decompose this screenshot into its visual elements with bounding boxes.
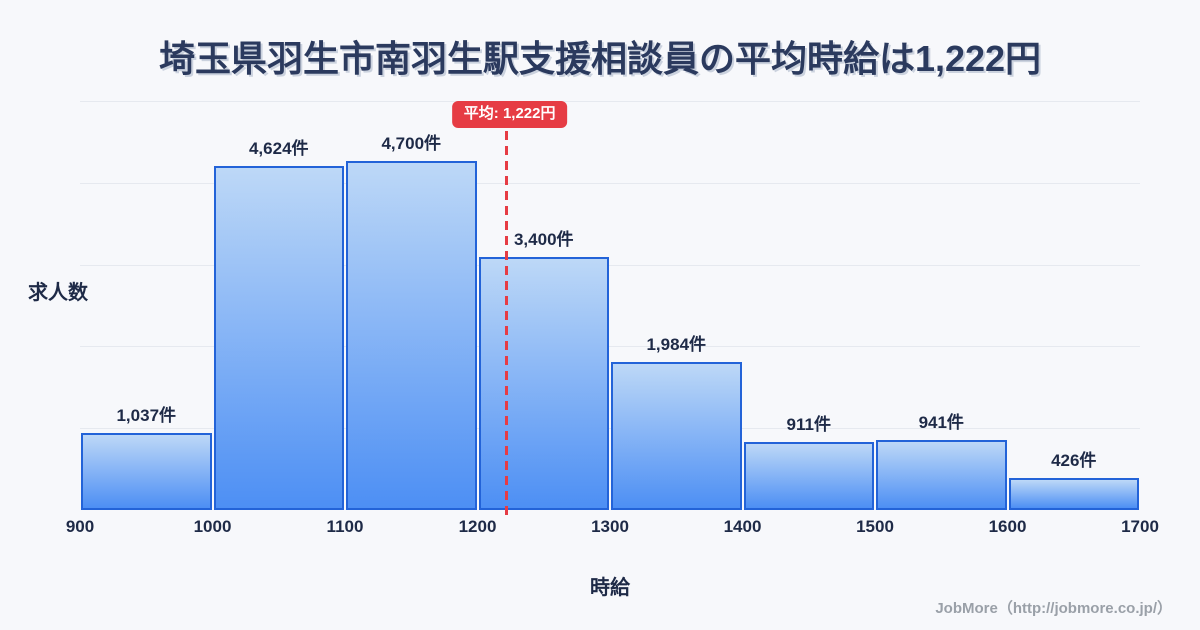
histogram-bar (213, 166, 344, 510)
mean-dashed-line (505, 131, 509, 518)
bar-value-label: 941件 (918, 413, 964, 433)
x-tick-label: 1700 (1121, 517, 1159, 536)
gridline (80, 346, 1140, 348)
bar-value-label: 3,400件 (513, 230, 574, 250)
y-axis-label: 求人数 (28, 282, 88, 304)
histogram-bar (478, 257, 609, 510)
x-tick-label: 1100 (326, 517, 364, 536)
x-tick-label: 1000 (193, 517, 232, 536)
x-tick-label: 900 (65, 517, 95, 536)
histogram-bar (611, 362, 742, 510)
x-tick-label: 1600 (988, 517, 1027, 536)
mean-value-badge: 平均: 1,222円 (451, 101, 568, 128)
gridline (80, 182, 1140, 184)
histogram-bar (81, 432, 212, 510)
histogram-bar (876, 440, 1007, 510)
gridline (80, 428, 1140, 430)
gridline (80, 101, 1140, 102)
x-tick-label: 1400 (723, 517, 762, 536)
x-tick-label: 1300 (591, 517, 629, 536)
histogram-bar (743, 442, 874, 510)
plot-area: 平均: 1,222円 1,037件 4,624件 4,700件 3,400件 1,984… (66, 101, 1159, 535)
x-tick-label: 1200 (458, 517, 497, 536)
histogram-bar (1008, 478, 1139, 510)
histogram-bar (346, 160, 477, 510)
gridline (80, 264, 1140, 266)
x-tick-label: 1500 (856, 517, 894, 536)
footer-credit: JobMore（http://jobmore.co.jp/） (935, 600, 1172, 617)
bar-value-label: 1,037件 (116, 405, 177, 425)
bar-value-label: 1,984件 (646, 335, 707, 355)
x-axis-label: 時給 (590, 577, 630, 599)
bar-value-label: 426件 (1051, 451, 1097, 471)
bar-value-label: 4,700件 (381, 133, 442, 153)
bar-value-label: 4,624件 (248, 139, 309, 159)
bar-value-label: 911件 (786, 415, 831, 435)
page-title: 埼玉県羽生市南羽生駅支援相談員の平均時給は1,222円 (158, 38, 1042, 79)
